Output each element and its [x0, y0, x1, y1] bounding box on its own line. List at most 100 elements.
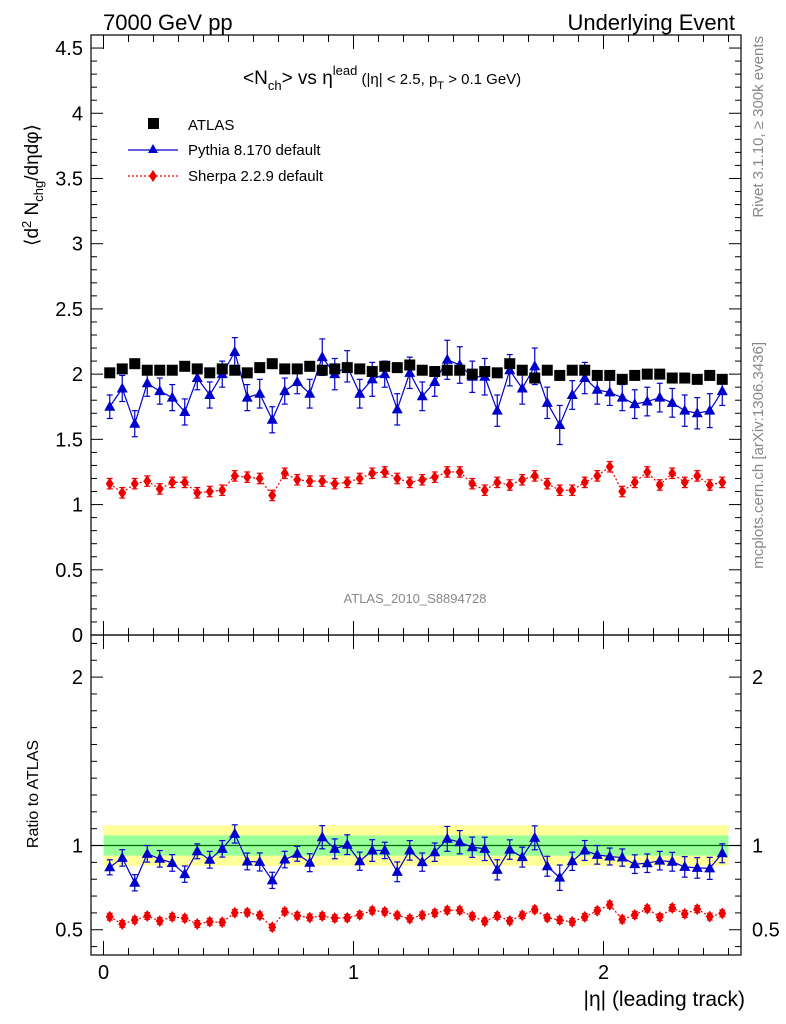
sherpa-point [480, 484, 489, 497]
atlas-point [554, 369, 566, 381]
sherpa-point [643, 465, 652, 478]
legend: ATLAS Pythia 8.170 default Sherpa 2.2.9 … [128, 117, 324, 185]
sherpa-point [418, 473, 427, 486]
sherpa-ratio-point [530, 903, 539, 916]
sherpa-point [618, 485, 627, 498]
pythia-ratio-point [466, 841, 478, 852]
sherpa-ratio-point [243, 906, 252, 919]
sherpa-ratio-point [168, 910, 177, 923]
pythia-ratio-point [329, 842, 341, 853]
pythia-ratio-point [666, 855, 678, 866]
header-right: Underlying Event [567, 10, 735, 35]
pythia-ratio-point [479, 842, 491, 853]
sherpa-point [530, 469, 539, 482]
sherpa-point [230, 469, 239, 482]
sherpa-point [705, 479, 714, 491]
sherpa-point [255, 472, 264, 485]
pythia-point [304, 387, 316, 398]
pythia-ratio-point [404, 844, 416, 855]
ratio-y-tick-label: 1 [72, 836, 83, 858]
pythia-point [691, 407, 703, 418]
pythia-point [616, 391, 628, 402]
pythia-ratio-point [204, 853, 216, 864]
sherpa-ratio-point [668, 901, 677, 914]
sherpa-ratio-point [218, 916, 227, 929]
sherpa-ratio-point [468, 910, 477, 923]
sherpa-point [693, 469, 702, 482]
sherpa-point [105, 477, 114, 490]
sherpa-ratio-point [355, 908, 364, 921]
sherpa-point [718, 476, 727, 489]
pythia-point [641, 395, 653, 406]
pythia-ratio-point [429, 846, 441, 857]
sherpa-ratio-point [368, 904, 377, 917]
pythia-ratio-point [454, 836, 466, 847]
main-y-axis-title: ⟨d2 Nchg/dηdφ⟩ [19, 124, 46, 246]
ratio-y-tick-label: 0.5 [55, 920, 83, 942]
pythia-ratio-point [641, 857, 653, 868]
atlas-point [166, 364, 178, 376]
atlas-point [379, 360, 391, 372]
sherpa-ratio-point [593, 904, 602, 917]
sherpa-ratio-point [418, 909, 427, 922]
sherpa-point [280, 467, 289, 480]
y-tick-label: 2.5 [55, 299, 83, 321]
pythia-point [516, 382, 528, 393]
mcplots-reference-label: mcplots.cern.ch [arXiv:1306.3436] [750, 342, 767, 569]
pythia-point [679, 404, 691, 415]
pythia-ratio-point [541, 860, 553, 871]
sherpa-point [455, 465, 464, 478]
sherpa-point [243, 471, 252, 484]
atlas-point [616, 373, 628, 385]
sherpa-point [593, 469, 602, 482]
sherpa-point [655, 479, 664, 491]
ratio-y-axis-title: Ratio to ATLAS [25, 740, 42, 848]
sherpa-ratio-point [643, 902, 652, 915]
pythia-point [229, 345, 241, 356]
pythia-ratio-point [616, 851, 628, 862]
y-tick-label: 0 [72, 625, 83, 647]
legend-atlas-marker [148, 118, 159, 129]
pythia-ratio-point [166, 856, 178, 867]
sherpa-point [268, 489, 277, 502]
sherpa-point [680, 476, 689, 489]
sherpa-ratio-point [230, 906, 239, 919]
atlas-point [466, 368, 478, 380]
legend-pythia-marker [148, 144, 158, 153]
pythia-ratio-point [579, 844, 591, 855]
legend-sherpa-label: Sherpa 2.2.9 default [188, 168, 324, 185]
sherpa-ratio-point [618, 913, 627, 926]
pythia-ratio-point [341, 838, 353, 849]
sherpa-point [505, 479, 514, 491]
sherpa-point [393, 472, 402, 485]
pythia-ratio-point [629, 858, 641, 869]
sherpa-point [380, 465, 389, 478]
pythia-point [154, 385, 166, 396]
x-tick-label: 1 [348, 962, 359, 984]
sherpa-ratio-point [305, 911, 314, 924]
sherpa-point [180, 476, 189, 489]
x-axis-title: |η| (leading track) [584, 988, 745, 1011]
sherpa-ratio-point [555, 914, 564, 927]
legend-sherpa-marker [149, 170, 157, 182]
atlas-point [404, 359, 416, 371]
sherpa-point [318, 475, 327, 488]
pythia-point [354, 387, 366, 398]
atlas-point [104, 367, 116, 379]
y-tick-label: 3 [72, 234, 83, 256]
pythia-ratio-point [516, 851, 528, 862]
sherpa-ratio-point [568, 915, 577, 928]
pythia-ratio-point [379, 844, 391, 855]
chart-title: <Nch> vs ηlead (|η| < 2.5, pT > 0.1 GeV) [243, 63, 521, 93]
atlas-point [541, 364, 553, 376]
legend-atlas-label: ATLAS [188, 117, 234, 134]
sherpa-point [430, 471, 439, 484]
sherpa-point [343, 476, 352, 489]
atlas-point [704, 369, 716, 381]
sherpa-ratio-point [105, 910, 114, 923]
pythia-ratio-point [304, 856, 316, 867]
atlas-point [129, 358, 141, 370]
sherpa-point [205, 485, 214, 498]
sherpa-ratio-point [455, 904, 464, 917]
sherpa-point [155, 482, 164, 495]
